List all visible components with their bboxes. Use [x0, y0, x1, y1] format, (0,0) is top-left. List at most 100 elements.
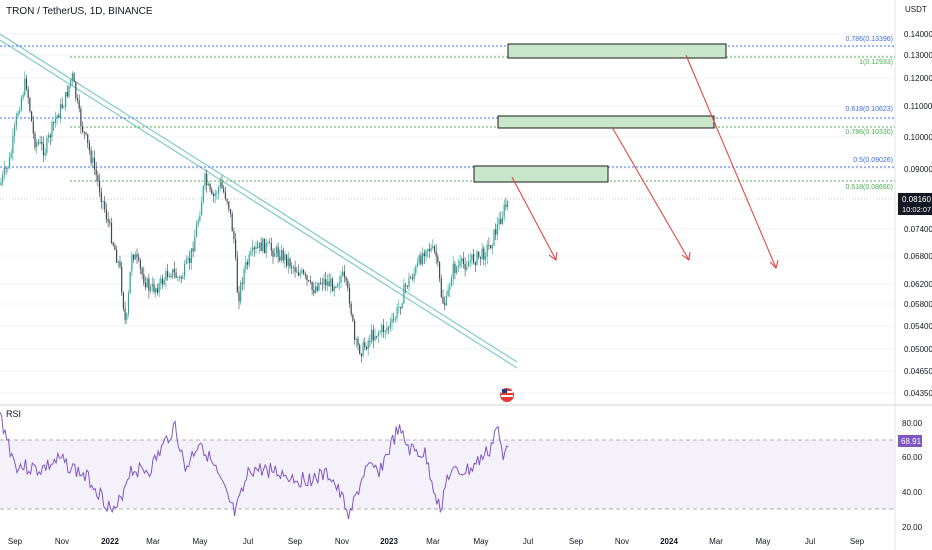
candle-body: [399, 307, 402, 309]
candle-body: [3, 168, 5, 175]
candle-body: [303, 269, 305, 274]
candle-body: [377, 332, 379, 337]
candle-body: [110, 222, 113, 243]
candle-body: [308, 280, 310, 282]
rsi-current-value: 68.91: [901, 437, 922, 446]
candle-body: [277, 247, 279, 257]
candle-body: [252, 247, 254, 252]
candle-body: [95, 169, 97, 176]
candle-body: [209, 183, 211, 190]
candle-body: [331, 278, 334, 292]
candle-body: [233, 231, 235, 240]
time-tick: Jul: [805, 537, 815, 546]
candle-body: [138, 257, 140, 261]
candle-body: [8, 157, 11, 168]
candle-body: [280, 250, 283, 261]
time-tick: 2024: [660, 537, 678, 546]
candle-body: [141, 268, 143, 275]
candle-body: [124, 308, 126, 320]
target-zone-3[interactable]: [473, 165, 609, 183]
fib-label-1: 0.786(0.13396): [846, 36, 893, 43]
candle-body: [405, 284, 407, 286]
arrow-head-3: [769, 259, 779, 269]
us-flag-icon[interactable]: [500, 388, 514, 402]
time-tick: Nov: [55, 537, 69, 546]
price-tick: 0.12000: [904, 74, 932, 83]
price-tick: 0.06800: [904, 252, 932, 261]
candle-body: [223, 188, 225, 192]
candle-body: [206, 173, 208, 186]
candle-body: [330, 278, 332, 287]
candle-body: [415, 266, 417, 274]
candle-body: [99, 180, 101, 193]
price-axis[interactable]: 0.14000 0.13000 0.12000 0.11000 0.10000 …: [904, 30, 932, 398]
candle-body: [496, 224, 498, 235]
candle-body: [270, 243, 272, 251]
candle-body: [430, 247, 432, 251]
rsi-axis[interactable]: 80.00 60.00 40.00 20.00: [902, 419, 923, 532]
candle-body: [462, 258, 464, 264]
candle-body: [386, 327, 388, 332]
candle-body: [172, 269, 174, 277]
candle-body: [432, 246, 434, 248]
candle-body: [388, 327, 390, 329]
candle-body: [423, 253, 425, 257]
candle-body: [418, 255, 420, 263]
candle-body: [104, 201, 106, 210]
projection-arrows[interactable]: [511, 54, 779, 269]
candle-body: [87, 134, 89, 143]
time-axis[interactable]: Sep Nov 2022 Mar May Jul Sep Nov 2023 Ma…: [8, 537, 865, 546]
candle-body: [221, 182, 223, 189]
candle-body: [153, 284, 155, 293]
time-tick: Sep: [850, 537, 865, 546]
candle-body: [187, 258, 189, 261]
candle-body: [83, 131, 85, 133]
trendline-channel[interactable]: [0, 33, 518, 369]
candle-body: [235, 239, 237, 258]
target-zone-2[interactable]: [497, 115, 715, 129]
price-tick: 0.04650: [904, 367, 932, 376]
candle-body: [343, 271, 345, 278]
candle-body: [289, 258, 291, 267]
candle-body: [338, 282, 340, 284]
candle-body: [53, 122, 55, 124]
candle-body: [284, 254, 286, 261]
target-zones[interactable]: [473, 43, 727, 183]
candle-body: [199, 215, 201, 221]
candle-body: [325, 278, 327, 286]
candle-body: [22, 94, 24, 98]
candle-body: [126, 313, 128, 320]
time-tick: May: [473, 537, 488, 546]
candle-body: [279, 256, 281, 261]
candle-body: [245, 262, 247, 269]
candle-body: [457, 265, 459, 268]
candle-body: [161, 278, 164, 285]
rsi-indicator-label[interactable]: RSI: [6, 409, 22, 419]
candle-body: [197, 220, 199, 225]
candle-body: [371, 329, 373, 342]
candle-body: [469, 260, 471, 262]
time-tick: May: [755, 537, 770, 546]
candle-body: [177, 277, 179, 279]
time-tick: Nov: [335, 537, 349, 546]
candle-body: [382, 325, 385, 333]
candle-body: [189, 258, 191, 263]
candle-body: [454, 263, 456, 274]
candle-body: [479, 256, 481, 259]
candle-body: [156, 288, 158, 293]
candle-body: [75, 81, 77, 99]
target-zone-1[interactable]: [507, 43, 727, 59]
price-tick: 0.07400: [904, 225, 932, 234]
candle-body: [347, 280, 349, 288]
symbol-title[interactable]: TRON / TetherUS, 1D, BINANCE: [6, 6, 153, 17]
candle-body: [127, 293, 130, 314]
fib-lines[interactable]: [0, 45, 895, 182]
candle-body: [216, 193, 218, 195]
time-tick: Sep: [569, 537, 584, 546]
candle-body: [260, 242, 262, 252]
candle-body: [48, 135, 50, 138]
candle-body: [246, 262, 249, 265]
candle-body: [340, 275, 342, 283]
candle-body: [218, 187, 220, 194]
